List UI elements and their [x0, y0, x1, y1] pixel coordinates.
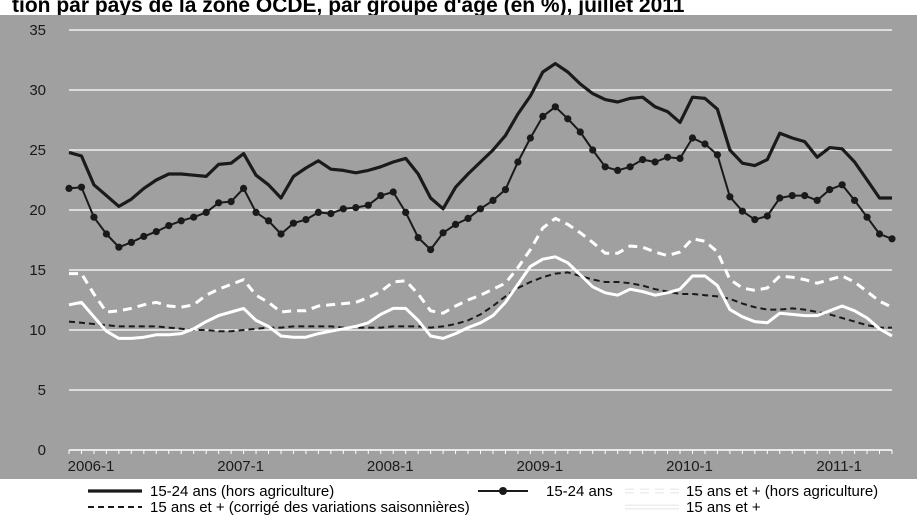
series-point	[476, 205, 485, 213]
series-point	[202, 208, 210, 216]
x-tick-label: 2011-1	[816, 458, 862, 475]
series-point	[826, 186, 834, 194]
series-point	[551, 103, 559, 111]
series-point	[302, 216, 310, 224]
series-point	[190, 213, 198, 221]
series-point	[526, 134, 534, 142]
legend-label-0: 15-24 ans (hors agriculture)	[150, 483, 334, 500]
series-point	[215, 199, 223, 207]
x-tick-label: 2007-1	[217, 458, 264, 475]
series-point	[751, 216, 759, 224]
x-tick-label: 2010-1	[666, 458, 713, 475]
series-point	[850, 196, 859, 204]
series-point	[639, 156, 647, 164]
series-point	[264, 217, 273, 225]
y-tick-label: 25	[29, 142, 46, 159]
series-point	[239, 184, 248, 192]
series-point	[364, 201, 372, 209]
series-line-3	[68, 271, 892, 333]
series-point	[688, 134, 697, 142]
series-point	[614, 166, 622, 174]
series-point	[564, 115, 572, 123]
series-line-0	[68, 61, 892, 211]
series-point	[414, 234, 422, 242]
series-point	[227, 198, 235, 206]
series-point	[701, 140, 709, 148]
series-point	[377, 192, 385, 200]
series-point	[539, 112, 547, 120]
series-line-4	[68, 255, 893, 340]
series-point	[501, 186, 510, 194]
legend-marker	[499, 487, 507, 495]
y-tick-label: 15	[29, 262, 46, 279]
y-tick-label: 20	[29, 202, 46, 219]
y-tick-label: 0	[38, 442, 46, 459]
series-point	[177, 217, 185, 225]
series-point	[651, 158, 659, 166]
series-point	[738, 207, 746, 215]
y-tick-label: 35	[29, 22, 46, 39]
series-point	[464, 214, 472, 222]
series-point	[165, 222, 173, 230]
series-point	[127, 238, 135, 246]
legend-label-1: 15-24 ans	[546, 483, 613, 500]
series-point	[289, 219, 298, 227]
series-point	[576, 128, 584, 136]
series-point	[451, 220, 460, 228]
series-point	[676, 154, 684, 162]
series-point	[589, 146, 597, 154]
series-point	[115, 243, 123, 251]
y-tick-label: 30	[29, 82, 46, 99]
x-tick-label: 2006-1	[68, 458, 115, 475]
series-point	[813, 196, 821, 204]
series-point	[726, 193, 734, 201]
series-point	[875, 230, 884, 238]
series-point	[788, 192, 796, 200]
x-tick-label: 2009-1	[517, 458, 564, 475]
series-point	[352, 204, 360, 212]
series-point	[65, 184, 73, 192]
series-point	[252, 208, 260, 216]
series-point	[439, 229, 447, 237]
series-point	[514, 158, 522, 166]
series-point	[402, 208, 410, 216]
series-point	[152, 228, 160, 236]
legend-label-2: 15 ans et + (hors agriculture)	[686, 483, 878, 500]
series-point	[763, 212, 771, 220]
series-point	[601, 163, 609, 171]
series-point	[90, 213, 98, 221]
series-point	[314, 208, 322, 216]
plot-background	[0, 15, 917, 479]
series-point	[888, 235, 896, 243]
series-point	[776, 194, 784, 202]
series-point	[427, 246, 435, 254]
series-point	[77, 183, 86, 191]
series-point	[339, 205, 347, 213]
series-point	[140, 232, 148, 240]
y-tick-label: 5	[38, 382, 46, 399]
series-point	[838, 181, 846, 189]
series-point	[277, 230, 285, 238]
series-point	[389, 188, 397, 196]
chart-title: tion par pays de la zone OCDE, par group…	[12, 0, 685, 17]
axes: 0 5 10 15 20 25 30 35 2006-1 2007-1 2008-1 2009-1 20…	[29, 22, 893, 475]
y-tick-label: 10	[29, 322, 46, 339]
series-point	[102, 230, 111, 238]
x-tick-label: 2008-1	[367, 458, 414, 475]
series-point	[327, 210, 335, 218]
series-point	[626, 163, 634, 171]
series-point	[863, 213, 871, 221]
series-point	[801, 192, 809, 200]
legend-label-4: 15 ans et +	[686, 499, 761, 516]
series-point	[663, 153, 672, 161]
legend: 15-24 ans (hors agriculture) 15-24 ans 15 …	[88, 483, 878, 516]
series-point	[713, 151, 722, 159]
series-lines	[65, 61, 896, 340]
series-point	[489, 196, 497, 204]
legend-label-3: 15 ans et + (corrigé des variations sais…	[150, 499, 470, 516]
